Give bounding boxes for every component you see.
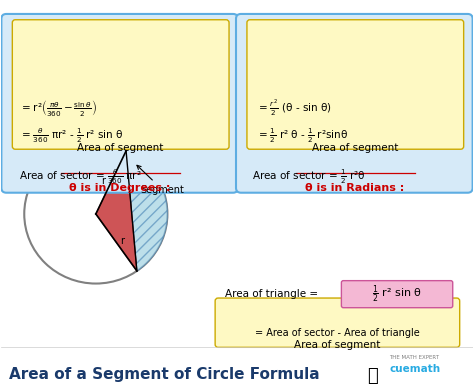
Text: Area of sector = $\frac{1}{2}$ r²θ: Area of sector = $\frac{1}{2}$ r²θ: [252, 168, 365, 186]
Polygon shape: [126, 151, 167, 271]
Text: = $\frac{1}{2}$ r² θ - $\frac{1}{2}$ r²sinθ: = $\frac{1}{2}$ r² θ - $\frac{1}{2}$ r²s…: [258, 127, 348, 146]
Text: Area of segment: Area of segment: [312, 144, 399, 153]
Text: Area of triangle =: Area of triangle =: [225, 289, 318, 299]
Text: r: r: [101, 177, 105, 186]
Text: = Area of sector - Area of triangle: = Area of sector - Area of triangle: [255, 328, 420, 338]
Text: r: r: [120, 236, 124, 246]
FancyBboxPatch shape: [1, 14, 238, 193]
Text: = $\frac{r^2}{2}$ (θ - sin θ): = $\frac{r^2}{2}$ (θ - sin θ): [258, 98, 332, 118]
Polygon shape: [96, 151, 137, 271]
Text: 🚀: 🚀: [367, 367, 378, 385]
Text: Area of segment: Area of segment: [294, 340, 381, 350]
Text: cuemath: cuemath: [389, 364, 440, 374]
FancyBboxPatch shape: [215, 298, 460, 347]
Text: $\frac{1}{2}$ r² sin θ: $\frac{1}{2}$ r² sin θ: [372, 284, 422, 305]
Text: Area of a Segment of Circle Formula: Area of a Segment of Circle Formula: [9, 367, 320, 382]
Text: Area of segment: Area of segment: [77, 144, 164, 153]
Text: θ is in Radians :: θ is in Radians :: [305, 183, 404, 193]
Text: THE MATH EXPERT: THE MATH EXPERT: [389, 355, 439, 360]
FancyBboxPatch shape: [12, 20, 229, 149]
Text: = $\frac{\theta}{360}$ πr² - $\frac{1}{2}$ r² sin θ: = $\frac{\theta}{360}$ πr² - $\frac{1}{2…: [21, 127, 124, 146]
FancyBboxPatch shape: [247, 20, 464, 149]
FancyBboxPatch shape: [341, 281, 453, 308]
Polygon shape: [96, 151, 167, 271]
Text: = r²$\left(\frac{\pi\theta}{360} - \frac{\sin\theta}{2}\right)$: = r²$\left(\frac{\pi\theta}{360} - \frac…: [21, 98, 97, 118]
Text: Segment: Segment: [137, 165, 184, 195]
FancyBboxPatch shape: [236, 14, 473, 193]
Text: Area of sector = $\frac{\theta}{360}$ πr²: Area of sector = $\frac{\theta}{360}$ πr…: [19, 168, 142, 186]
Text: θ is in Degrees :: θ is in Degrees :: [69, 183, 170, 193]
